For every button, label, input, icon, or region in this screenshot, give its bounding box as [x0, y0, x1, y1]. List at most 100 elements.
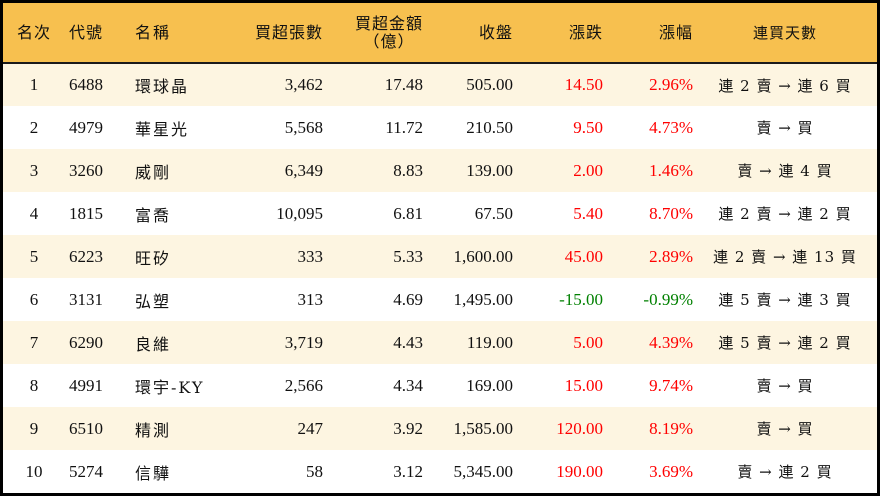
header-change: 漲跌: [513, 3, 603, 64]
cell-change: 190.00: [556, 461, 603, 481]
cell-code: 6510: [69, 418, 103, 438]
cell-rank: 8: [29, 375, 39, 395]
cell-net-buy-amount: 4.43: [393, 332, 423, 352]
cell-name: 旺矽: [135, 248, 172, 268]
cell-streak: 連 2 賣 → 連 6 買: [718, 76, 852, 95]
cell-change-pct: 9.74%: [649, 375, 693, 395]
cell-code: 3131: [69, 289, 103, 309]
cell-close: 139.00: [466, 160, 513, 180]
cell-net-buy-lots: 3,462: [284, 75, 323, 94]
cell-net-buy-amount: 4.34: [393, 375, 423, 395]
table-row: 10 5274 信驊 58 3.12 5,345.00 190.00 3.69%…: [3, 450, 877, 493]
cell-streak: 連 2 賣 → 連 2 買: [718, 205, 852, 223]
cell-net-buy-amount: 3.92: [393, 418, 423, 438]
cell-name: 精測: [135, 420, 172, 440]
cell-change: 5.40: [573, 203, 603, 223]
cell-streak: 賣 → 買: [756, 420, 814, 438]
cell-net-buy-amount: 6.81: [393, 203, 423, 223]
cell-change-pct: 4.73%: [649, 117, 693, 137]
cell-code: 1815: [69, 203, 103, 223]
cell-change-pct: 4.39%: [649, 332, 693, 352]
cell-rank: 3: [29, 160, 39, 180]
cell-change-pct: 3.69%: [649, 461, 693, 481]
cell-close: 1,585.00: [453, 418, 514, 438]
cell-streak: 連 5 賣 → 連 3 買: [718, 291, 852, 309]
cell-rank: 9: [29, 418, 39, 438]
cell-code: 3260: [69, 160, 103, 180]
cell-streak: 連 2 賣 → 連 13 買: [713, 248, 857, 266]
header-streak: 連買天數: [693, 3, 877, 64]
header-net-buy-lots: 買超張數: [223, 3, 323, 64]
cell-streak: 賣 → 買: [756, 377, 814, 395]
cell-change: 15.00: [564, 375, 603, 395]
table-row: 6 3131 弘塑 313 4.69 1,495.00 -15.00 -0.99…: [3, 278, 877, 321]
cell-close: 5,345.00: [453, 461, 514, 481]
cell-net-buy-amount: 8.83: [393, 160, 423, 180]
cell-code: 5274: [69, 461, 103, 481]
cell-net-buy-lots: 3,719: [284, 332, 323, 352]
cell-name: 華星光: [135, 119, 190, 139]
cell-name: 威剛: [135, 162, 172, 182]
header-row: 名次 代號 名稱 買超張數 買超金額 （億） 收盤 漲跌 漲幅 連買天數: [3, 3, 877, 64]
header-net-buy-amount-line1: 買超金額: [354, 13, 423, 33]
cell-rank: 4: [29, 203, 39, 223]
cell-rank: 1: [29, 75, 39, 94]
cell-net-buy-amount: 5.33: [393, 246, 423, 266]
cell-change: 120.00: [556, 418, 603, 438]
cell-net-buy-amount: 17.48: [384, 75, 423, 94]
header-close: 收盤: [423, 3, 513, 64]
cell-name: 富喬: [135, 205, 172, 225]
cell-change: 14.50: [564, 75, 603, 94]
table-row: 4 1815 富喬 10,095 6.81 67.50 5.40 8.70% 連…: [3, 192, 877, 235]
cell-net-buy-lots: 333: [297, 246, 324, 266]
cell-net-buy-lots: 5,568: [284, 117, 323, 137]
cell-change: 45.00: [564, 246, 603, 266]
cell-code: 6223: [69, 246, 103, 266]
cell-close: 119.00: [466, 332, 513, 352]
cell-rank: 7: [29, 332, 39, 352]
header-net-buy-amount-line2: （億）: [363, 31, 415, 51]
net-buy-ranking-table: 名次 代號 名稱 買超張數 買超金額 （億） 收盤 漲跌 漲幅 連買天數 1 6: [3, 3, 877, 493]
cell-net-buy-amount: 3.12: [393, 461, 423, 481]
cell-close: 1,495.00: [453, 289, 514, 309]
header-rank: 名次: [3, 3, 65, 64]
table-row: 1 6488 環球晶 3,462 17.48 505.00 14.50 2.96…: [3, 63, 877, 106]
cell-close: 1,600.00: [453, 246, 514, 266]
cell-rank: 6: [29, 289, 39, 309]
table-row: 3 3260 威剛 6,349 8.83 139.00 2.00 1.46% 賣…: [3, 149, 877, 192]
cell-streak: 賣 → 買: [756, 119, 814, 137]
cell-net-buy-lots: 2,566: [284, 375, 323, 395]
table-row: 9 6510 精測 247 3.92 1,585.00 120.00 8.19%…: [3, 407, 877, 450]
cell-change-pct: 2.96%: [649, 75, 693, 94]
cell-change-pct: 8.70%: [649, 203, 693, 223]
cell-code: 4979: [69, 117, 103, 137]
cell-name: 弘塑: [135, 291, 172, 311]
table-row: 8 4991 環宇-KY 2,566 4.34 169.00 15.00 9.7…: [3, 364, 877, 407]
cell-rank: 2: [29, 117, 39, 137]
cell-change-pct: -0.99%: [643, 289, 693, 309]
cell-close: 210.50: [466, 117, 513, 137]
cell-name: 良維: [135, 334, 172, 354]
cell-net-buy-lots: 10,095: [276, 203, 323, 223]
cell-change: 9.50: [573, 117, 603, 137]
cell-change-pct: 2.89%: [649, 246, 693, 266]
cell-change-pct: 1.46%: [649, 160, 693, 180]
cell-name: 環球晶: [135, 77, 190, 96]
cell-streak: 連 5 賣 → 連 2 買: [718, 334, 852, 352]
cell-close: 67.50: [474, 203, 513, 223]
cell-streak: 賣 → 連 4 買: [737, 162, 833, 180]
cell-streak: 賣 → 連 2 買: [737, 463, 833, 481]
table-row: 7 6290 良維 3,719 4.43 119.00 5.00 4.39% 連…: [3, 321, 877, 364]
cell-close: 505.00: [466, 75, 513, 94]
cell-net-buy-amount: 4.69: [393, 289, 423, 309]
cell-rank: 10: [25, 461, 43, 481]
header-change-pct: 漲幅: [603, 3, 693, 64]
table-row: 2 4979 華星光 5,568 11.72 210.50 9.50 4.73%…: [3, 106, 877, 149]
cell-net-buy-lots: 6,349: [284, 160, 323, 180]
cell-net-buy-amount: 11.72: [385, 117, 423, 137]
cell-change: -15.00: [559, 289, 603, 309]
cell-close: 169.00: [466, 375, 513, 395]
cell-name: 信驊: [135, 463, 172, 483]
cell-code: 4991: [69, 375, 103, 395]
